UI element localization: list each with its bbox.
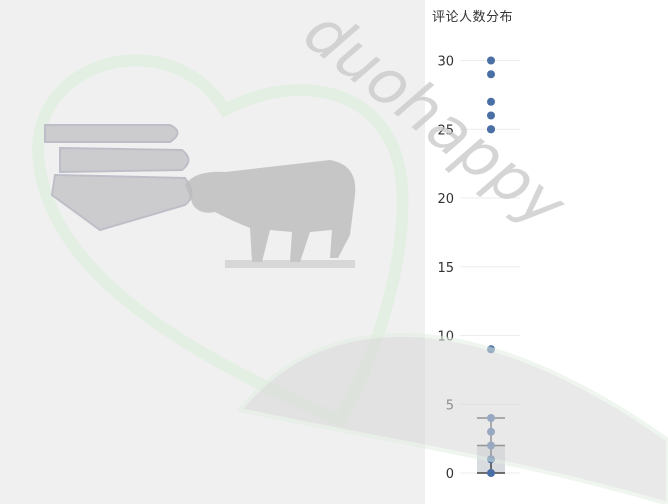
y-tick-label: 25: [437, 123, 454, 138]
y-tick-label: 15: [437, 261, 454, 276]
data-point: [487, 111, 495, 120]
data-point: [487, 414, 495, 422]
data-point: [487, 469, 495, 477]
data-point: [487, 345, 495, 354]
data-point: [487, 97, 495, 106]
y-tick-label: 0: [446, 467, 454, 482]
data-point: [487, 125, 495, 134]
chart-title: 评论人数分布: [432, 10, 514, 25]
grid-lines: [460, 60, 520, 474]
y-tick-label: 30: [437, 55, 454, 70]
y-tick-label: 10: [437, 330, 454, 345]
data-point: [487, 56, 495, 65]
data-point: [487, 427, 495, 436]
data-point: [487, 70, 495, 79]
data-point: [487, 455, 495, 464]
y-axis-ticks: 0 5 10 15 20 25 30: [437, 55, 454, 483]
y-tick-label: 5: [446, 398, 454, 413]
data-point: [487, 441, 495, 450]
y-tick-label: 20: [437, 192, 454, 207]
